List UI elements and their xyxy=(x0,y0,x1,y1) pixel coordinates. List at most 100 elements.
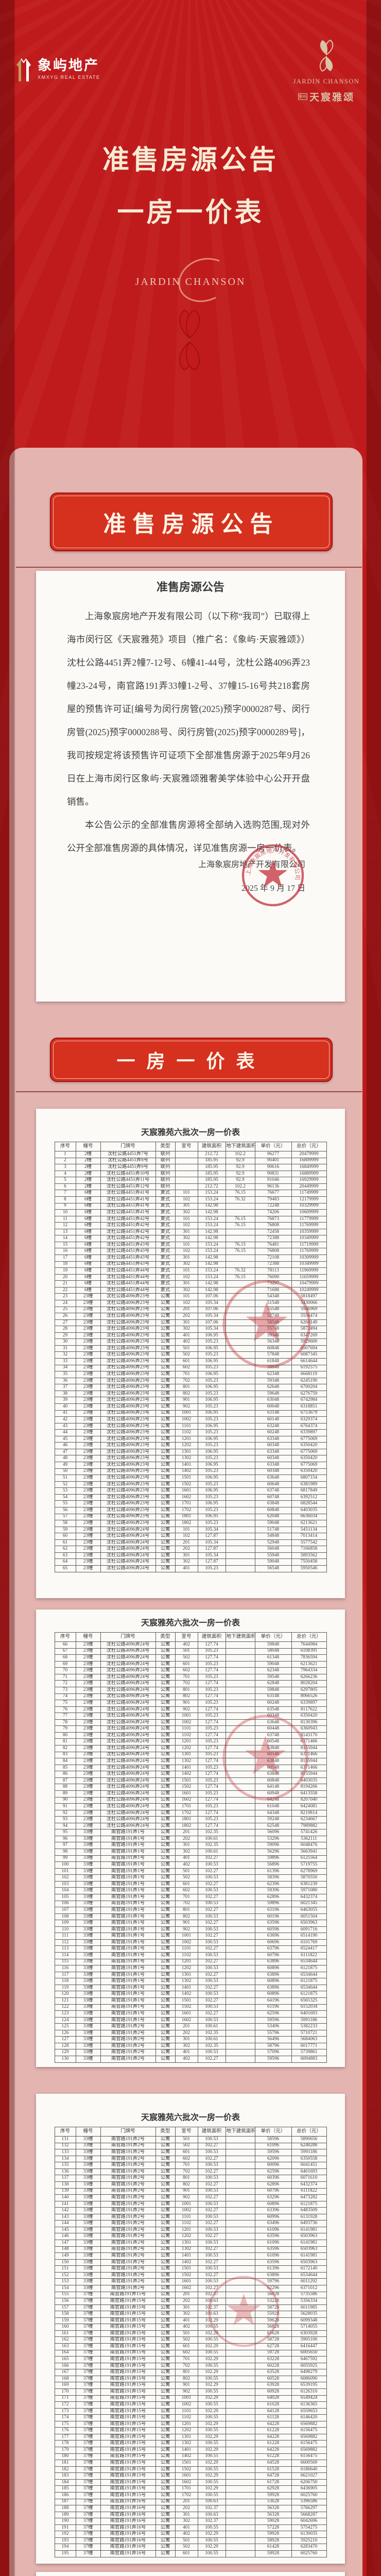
table-row: 154 33幢 南官路191弄2号 公寓 1602 102.27 62296 6371012 xyxy=(54,2284,327,2292)
table-row: 140 33幢 南官路191弄2号 公寓 902 102.27 63296 6473282 xyxy=(54,2194,327,2201)
table-row: 69 23幢 沈杜公路4096弄24号 公寓 601 105.23 59048 6213621 xyxy=(54,1660,327,1668)
column-header: 总价（元） xyxy=(291,1142,327,1151)
table-row: 188 37幢 南官路191弄16号 公寓 202 102.37 56328 5766297 xyxy=(54,2505,327,2512)
column-header: 室号 xyxy=(175,1632,198,1642)
table-row: 66 23幢 沈杜公路4096弄24号 公寓 402 127.74 59848 7644984 xyxy=(54,1641,327,1649)
table-row: 110 33幢 南官路191弄1号 公寓 902 100.53 60596 6091716 xyxy=(54,1926,327,1934)
project-prefix: 象屿 xyxy=(298,93,307,100)
table-row: 113 33幢 南官路191弄1号 公寓 1101 102.27 63796 6524417 xyxy=(54,1945,327,1953)
table-row: 85 23幢 沈杜公路4096弄24号 公寓 1401 105.23 60548 637146… xyxy=(54,1764,327,1772)
price-table-title: 天宸雅苑六批次一房一价表 xyxy=(141,2113,240,2122)
table-row: 150 33幢 南官路191弄2号 公寓 1402 102.27 63596 6503963 xyxy=(54,2259,327,2266)
column-header: 序号 xyxy=(54,2127,76,2137)
table-row: 155 37幢 南官路191弄15号 公寓 201 102.37 56028 5735586 xyxy=(54,2291,327,2299)
table-row: 22 6幢 沈杜公路4451弄44号 复式 302 142.98 71688 10249999 xyxy=(54,1286,327,1294)
divider xyxy=(16,567,362,568)
table-row: 77 23幢 沈杜公路4096弄24号 公寓 1001 105.23 60348 635042… xyxy=(54,1713,327,1720)
table-row: 131 33幢 南官路191弄2号 公寓 501 100.53 58596 5890656 xyxy=(54,2136,327,2143)
table-row: 25 23幢 沈杜公路4096弄23号 公寓 201 107.06 55548 5946969 xyxy=(54,1306,327,1314)
table-row: 148 33幢 南官路191弄2号 公寓 1302 102.27 63596 6503963 xyxy=(54,2246,327,2253)
table-row: 182 37幢 南官路191弄15号 公寓 1502 100.55 61528 6186640 xyxy=(54,2466,327,2473)
table-row: 30 23幢 沈杜公路4096弄23号 公寓 402 105.23 56348 5929600 xyxy=(54,1338,327,1346)
table-row: 106 33幢 南官路191弄1号 公寓 702 100.53 59896 6021345 xyxy=(54,1900,327,1908)
table-row: 37 23幢 沈杜公路4096弄23号 公寓 801 106.95 62648 6700204 xyxy=(54,1384,327,1391)
table-row: 126 33幢 南官路191弄2号 公寓 202 102.35 55796 5710721 xyxy=(54,2029,327,2037)
developer-sub: XMXYG REAL ESTATE xyxy=(38,75,100,80)
table-row: 144 33幢 南官路191弄2号 公寓 1102 102.27 63496 6493736 xyxy=(54,2220,327,2227)
announcement-banner: 准售房源公告 xyxy=(50,493,333,551)
script-logo: JARDIN CHANSON xyxy=(0,258,381,302)
table-row: 40 23幢 沈杜公路4096弄23号 公寓 902 105.23 60048 6318851 xyxy=(54,1403,327,1411)
table-row: 118 33幢 南官路191弄1号 公寓 1302 100.53 60896 6121875 xyxy=(54,1978,327,1985)
table-row: 164 37幢 南官路191弄15号 公寓 602 100.55 59728 6005650 xyxy=(54,2349,327,2357)
table-row: 105 33幢 南官路191弄1号 公寓 701 102.27 62896 6432374 xyxy=(54,1893,327,1901)
column-header: 幢号 xyxy=(75,2127,101,2137)
table-row: 23 23幢 沈杜公路4096弄23号 公寓 101 107.06 54348 5818497 xyxy=(54,1293,327,1300)
table-row: 153 33幢 南官路191弄2号 公寓 1601 100.53 59796 6011292 xyxy=(54,2278,327,2285)
table-row: 96 33幢 南官路191弄1号 公寓 202 100.61 53296 5362111 xyxy=(54,1835,327,1843)
table-row: 162 37幢 南官路191弄15号 公寓 502 100.55 58728 5905100 xyxy=(54,2336,327,2344)
table-row: 163 37幢 南官路191弄15号 公寓 601 102.29 62728 6416447 xyxy=(54,2343,327,2350)
table-row: 33 23幢 沈杜公路4096弄23号 公寓 601 106.95 61848 6614644 xyxy=(54,1358,327,1365)
table-row: 173 37幢 南官路191弄15号 公寓 1101 102.29 64128 6559653 xyxy=(54,2408,327,2415)
table-row: 189 37幢 南官路191弄16号 公寓 301 100.63 56328 5668287 xyxy=(54,2511,327,2519)
flower-icon xyxy=(314,39,339,74)
column-header: 单价（元） xyxy=(254,1632,292,1642)
table-row: 187 37幢 南官路191弄16号 公寓 201 100.63 53628 5396586 xyxy=(54,2498,327,2506)
table-row: 93 23幢 沈杜公路4096弄24号 公寓 1801 105.23 59248 623466… xyxy=(54,1816,327,1823)
table-row: 84 23幢 沈杜公路4096弄24号 公寓 1302 127.74 63848 815594… xyxy=(54,1758,327,1765)
table-row: 130 33幢 南官路191弄2号 公寓 402 102.27 59596 6094883 xyxy=(54,2056,327,2063)
column-header: 幢号 xyxy=(75,1632,101,1642)
table-row: 17 6幢 沈杜公路4451弄43号 复式 301 142.98 72108 10309999 xyxy=(54,1255,327,1262)
column-header: 序号 xyxy=(54,1632,76,1642)
table-row: 2 2幢 沈杜公路4451弄8号 联列 185.95 92.9 90401 16809999 xyxy=(54,1157,327,1165)
price-table-page-2: 天宸雅苑六批次一房一价表 序号 幢号 门牌号 类型 室号 建筑面积 地下建筑面积 单价（元）总… xyxy=(36,1609,345,2067)
table-row: 45 23幢 沈杜公路4096弄23号 公寓 1201 106.95 63348 677506… xyxy=(54,1435,327,1443)
table-row: 192 37幢 南官路191弄16号 公寓 402 102.29 59928 6130035 xyxy=(54,2531,327,2538)
table-row: 102 33幢 南官路191弄1号 公寓 502 100.53 58396 5870550 xyxy=(54,1874,327,1882)
table-row: 8 6幢 沈杜公路4451弄41号 复式 102 153.24 76.32 79483 1217… xyxy=(54,1196,327,1204)
script-c-icon xyxy=(170,257,232,311)
hero-title-line1: 准售房源公告 xyxy=(102,145,279,175)
table-row: 73 23幢 沈杜公路4096弄24号 公寓 801 105.23 59848 6297805 xyxy=(54,1686,327,1694)
table-row: 14 6幢 沈杜公路4451弄42号 复式 302 142.98 72388 10349999 xyxy=(54,1235,327,1242)
table-row: 103 33幢 南官路191弄1号 公寓 601 102.27 62396 6381239 xyxy=(54,1880,327,1888)
table-row: 128 33幢 南官路191弄2号 公寓 302 102.35 58796 6017771 xyxy=(54,2042,327,2050)
table-row: 3 2幢 沈杜公路4451弄9号 联列 185.95 92.9 90616 16849999 xyxy=(54,1164,327,1171)
table-row: 18 6幢 沈杜公路4451弄43号 复式 302 142.98 72388 10349999 xyxy=(54,1261,327,1268)
table-row: 123 33幢 南官路191弄1号 公寓 1601 102.27 62596 6401693 xyxy=(54,2010,327,2018)
table-row: 48 23幢 沈杜公路4096弄23号 公寓 1302 105.23 60348 635042… xyxy=(54,1455,327,1462)
table-row: 99 33幢 南官路191弄1号 公寓 401 102.27 59896 6125564 xyxy=(54,1855,327,1862)
column-header: 地下建筑面积 xyxy=(225,1142,255,1151)
flower-ornament-icon xyxy=(164,307,215,376)
table-row: 160 37幢 南官路191弄15号 公寓 402 100.55 56828 5714055 xyxy=(54,2324,327,2331)
divider xyxy=(16,1091,362,1092)
table-row: 101 33幢 南官路191弄1号 公寓 501 102.27 61396 6278969 xyxy=(54,1868,327,1875)
table-row: 156 37幢 南官路191弄15号 公寓 202 100.63 53228 5356334 xyxy=(54,2298,327,2305)
table-row: 50 23幢 沈杜公路4096弄23号 公寓 1402 105.23 60348 635042… xyxy=(54,1468,327,1476)
table-row: 185 37幢 南官路191弄15号 公寓 1701 102.29 62928 6436905 xyxy=(54,2485,327,2493)
table-row: 21 6幢 沈杜公路4451弄44号 复式 301 142.98 73297 10479999 xyxy=(54,1280,327,1287)
developer-name: 象屿地产 xyxy=(38,58,99,73)
table-row: 75 23幢 沈杜公路4096弄24号 公寓 901 105.23 60248 6339897 xyxy=(54,1700,327,1707)
table-row: 53 23幢 沈杜公路4096弄23号 公寓 1601 106.95 63748 681784… xyxy=(54,1487,327,1495)
table-row: 180 37幢 南官路191弄15号 公寓 1402 100.55 61228 6156475 xyxy=(54,2453,327,2461)
announcement-banner-label: 准售房源公告 xyxy=(103,512,280,537)
table-row: 171 37幢 南官路191弄15号 公寓 1001 102.29 64028 6549424 xyxy=(54,2395,327,2402)
table-row: 147 33幢 南官路191弄2号 公寓 1301 100.53 61096 6141981 xyxy=(54,2240,327,2247)
table-row: 82 23幢 沈杜公路4096弄24号 公寓 1202 127.74 63848 815594… xyxy=(54,1745,327,1752)
price-table-header: 序号 幢号 门牌号 类型 室号 建筑面积 地下建筑面积 单价（元） 总价（元） xyxy=(54,1632,327,1642)
signature-company: 上海象宸房地产开发有限公司 xyxy=(198,860,305,869)
column-header: 地下建筑面积 xyxy=(225,2127,255,2137)
price-table-banner: 一房一价表 xyxy=(50,1038,333,1082)
table-row: 136 33幢 南官路191弄2号 公寓 702 102.27 62596 6401693 xyxy=(54,2168,327,2176)
table-row: 165 37幢 南官路191弄15号 公寓 701 102.29 63228 6467592 xyxy=(54,2356,327,2363)
column-header: 建筑面积 xyxy=(197,2127,226,2137)
column-header: 门牌号 xyxy=(100,1142,156,1151)
table-row: 141 33幢 南官路191弄2号 公寓 1001 100.53 60896 6121875 xyxy=(54,2200,327,2208)
table-row: 58 23幢 沈杜公路4096弄23号 公寓 1802 105.23 59048 621362… xyxy=(54,1520,327,1527)
column-header: 建筑面积 xyxy=(197,1632,226,1642)
table-row: 92 23幢 沈杜公路4096弄24号 公寓 1702 127.74 64348 821981… xyxy=(54,1809,327,1817)
column-header: 类型 xyxy=(155,1142,176,1151)
